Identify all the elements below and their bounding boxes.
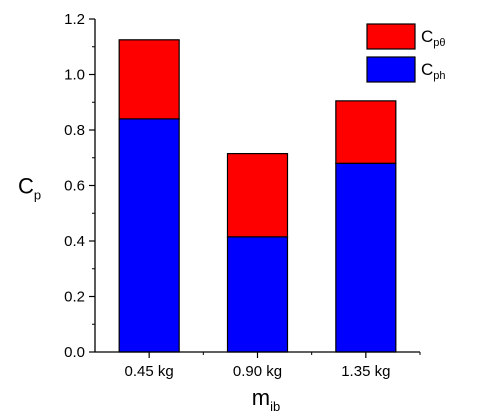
y-axis-label: Cp [18, 174, 41, 203]
legend-swatch-ph [366, 56, 416, 83]
bar-ph-1 [226, 236, 289, 353]
x-axis-label-sub: ib [270, 399, 280, 414]
bar-ph-2 [335, 162, 397, 353]
y-axis-label-main: C [18, 174, 34, 199]
y-tick-label: 0.4 [64, 233, 85, 250]
x-axis-label: mib [252, 385, 280, 414]
bars-layer [118, 39, 397, 353]
x-tick-label: 1.35 kg [341, 363, 390, 380]
legend-label-main: C [421, 27, 433, 46]
legend-label-sub: ph [433, 70, 445, 82]
axis-labels: Cp mib [18, 174, 280, 415]
y-tick-label: 0.8 [64, 122, 85, 139]
x-tick-label: 0.45 kg [125, 363, 174, 380]
bar-pθ-0 [118, 39, 180, 120]
y-axis-label-sub: p [34, 188, 41, 203]
axes-layer: 0.0 0.2 0.4 0.6 0.8 1.0 1.2 0.45 kg 0.90 kg 1.35 … [64, 11, 421, 380]
y-tick-label: 1.2 [64, 11, 85, 28]
y-tick-label: 1.0 [64, 67, 85, 84]
y-tick-label: 0.0 [64, 344, 85, 361]
x-axis-label-main: m [252, 385, 270, 410]
y-tick-label: 0.6 [64, 178, 85, 195]
legend-label-main: C [421, 60, 433, 79]
legend-swatch-pθ [366, 23, 416, 50]
bar-pθ-1 [226, 152, 289, 238]
legend-label-sub: pθ [433, 37, 445, 49]
bar-ph-0 [118, 118, 180, 353]
x-tick-label: 0.90 kg [233, 363, 282, 380]
legend-label-ph: Cph [421, 60, 446, 82]
bar-pθ-2 [335, 100, 397, 164]
y-tick-label: 0.2 [64, 289, 85, 306]
legend-label-pθ: Cpθ [421, 27, 446, 49]
